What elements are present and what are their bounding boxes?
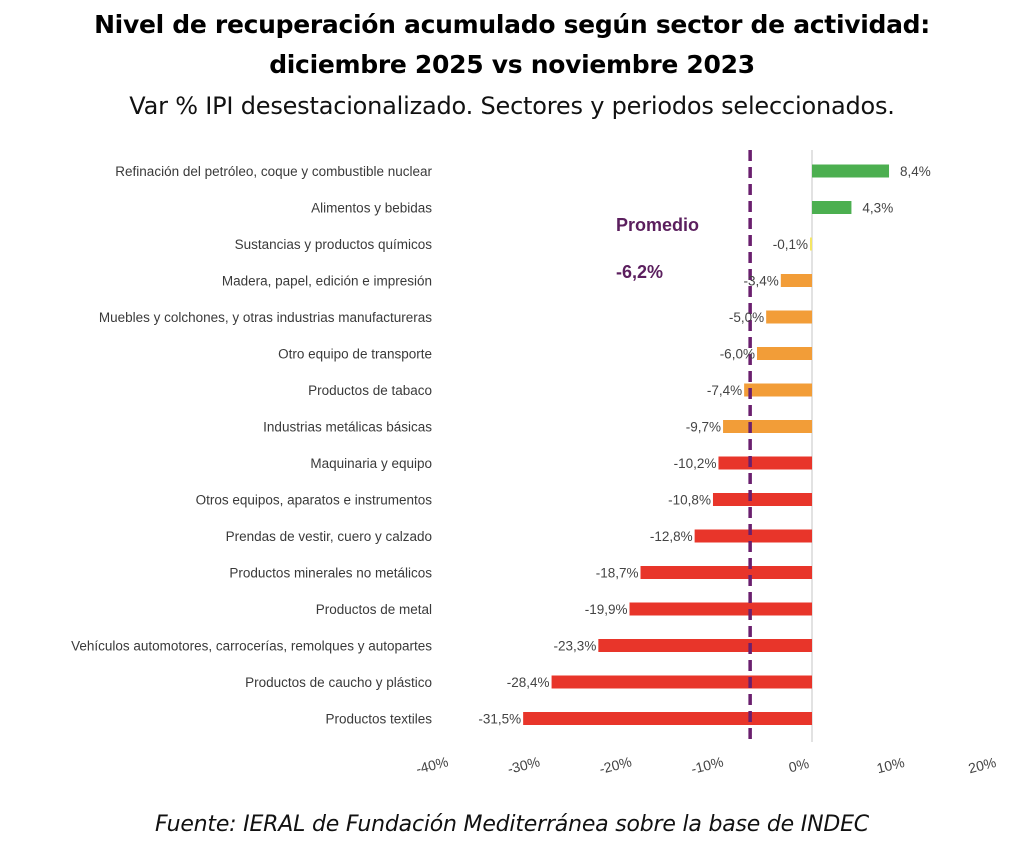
category-label: Productos de caucho y plástico	[245, 675, 432, 690]
value-label: -28,4%	[507, 675, 550, 690]
value-label: 8,4%	[900, 164, 931, 179]
value-label: -12,8%	[650, 529, 693, 544]
x-tick-label: 10%	[875, 754, 906, 776]
category-label: Refinación del petróleo, coque y combust…	[115, 164, 432, 179]
value-label: -19,9%	[585, 602, 628, 617]
category-label: Productos textiles	[325, 712, 432, 727]
value-label: -31,5%	[478, 712, 521, 727]
bar	[640, 566, 812, 579]
x-tick-label: -40%	[414, 753, 450, 776]
x-tick-label: -30%	[506, 753, 542, 776]
bar	[756, 347, 812, 360]
x-tick-label: -20%	[598, 753, 634, 776]
category-label: Productos de tabaco	[308, 383, 432, 398]
chart-subtitle: Var % IPI desestacionalizado. Sectores y…	[129, 92, 895, 120]
value-label: -18,7%	[596, 566, 639, 581]
x-tick-label: 0%	[787, 755, 811, 775]
x-tick-label: 20%	[967, 754, 998, 776]
chart-title-line1: Nivel de recuperación acumulado según se…	[94, 10, 930, 39]
value-label: -3,4%	[744, 274, 779, 289]
bar	[780, 274, 812, 287]
value-label: -7,4%	[707, 383, 742, 398]
category-label: Muebles y colchones, y otras industrias …	[99, 310, 432, 325]
category-label: Sustancias y productos químicos	[235, 237, 433, 252]
category-label: Productos de metal	[316, 602, 432, 617]
bar	[629, 602, 812, 616]
x-tick-label: -10%	[689, 753, 725, 776]
chart-title-line2: diciembre 2025 vs noviembre 2023	[269, 50, 755, 79]
value-label: -10,2%	[674, 456, 717, 471]
category-label: Otros equipos, aparatos e instrumentos	[196, 493, 433, 508]
source-note: Fuente: IERAL de Fundación Mediterránea …	[155, 812, 869, 837]
bar	[744, 383, 812, 397]
bar	[694, 529, 812, 543]
bar	[723, 420, 812, 433]
category-label: Maquinaria y equipo	[310, 456, 432, 471]
average-label-value: -6,2%	[616, 262, 663, 282]
category-label: Vehículos automotores, carrocerías, remo…	[71, 639, 432, 654]
category-label: Otro equipo de transporte	[278, 347, 432, 362]
category-label: Productos minerales no metálicos	[229, 566, 432, 581]
value-label: -9,7%	[686, 420, 721, 435]
category-label: Prendas de vestir, cuero y calzado	[226, 529, 432, 544]
bar	[812, 201, 852, 214]
bar	[551, 675, 812, 689]
bar	[598, 639, 812, 652]
bar	[718, 456, 812, 470]
category-label: Alimentos y bebidas	[311, 201, 432, 216]
bar-chart: Refinación del petróleo, coque y combust…	[71, 150, 998, 777]
value-label: -23,3%	[554, 639, 597, 654]
category-label: Industrias metálicas básicas	[263, 420, 432, 435]
value-label: -0,1%	[773, 237, 808, 252]
value-label: -10,8%	[668, 493, 711, 508]
average-label-title: Promedio	[616, 215, 699, 235]
category-label: Madera, papel, edición e impresión	[222, 274, 432, 289]
value-label: -5,0%	[729, 310, 764, 325]
bar	[766, 310, 812, 324]
bar	[712, 493, 812, 506]
bar	[812, 164, 890, 178]
value-label: -6,0%	[720, 347, 755, 362]
bar	[810, 237, 812, 251]
bar	[523, 712, 812, 725]
value-label: 4,3%	[862, 201, 893, 216]
